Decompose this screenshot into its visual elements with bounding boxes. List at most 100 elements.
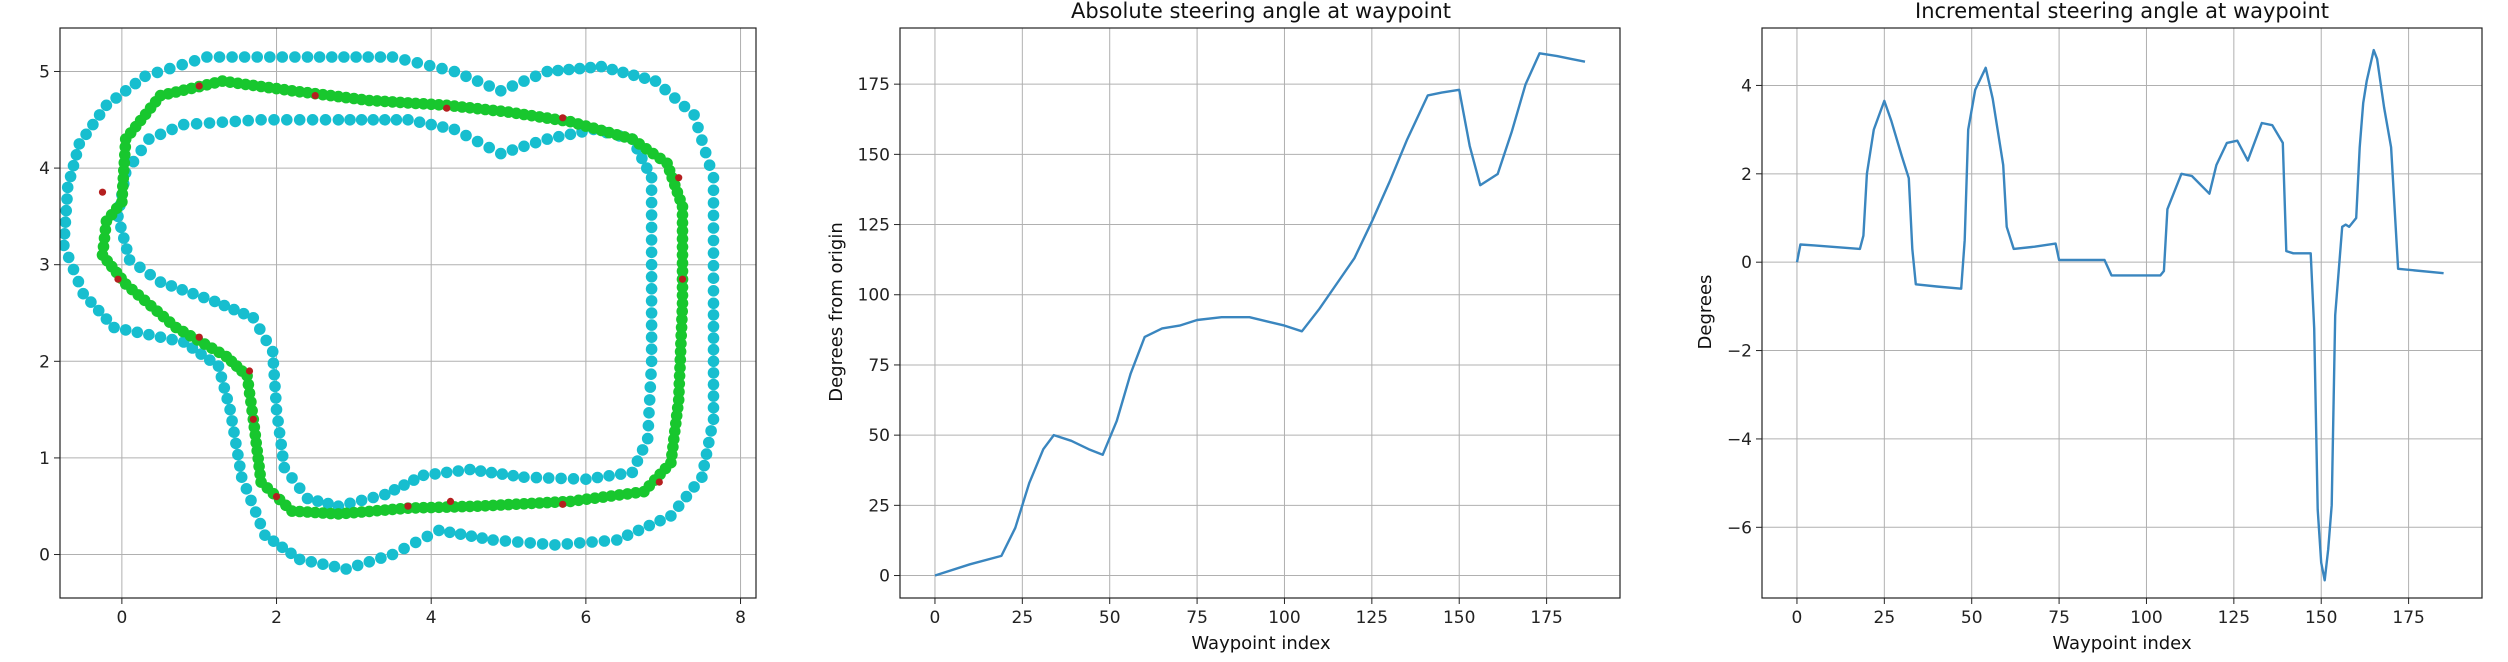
outer-border-point xyxy=(707,343,720,356)
y-tick-label: 150 xyxy=(858,145,890,165)
x-tick-label: 6 xyxy=(580,608,591,628)
inner-border-point xyxy=(645,221,658,234)
waypoint-marker xyxy=(195,333,203,341)
outer-border-point xyxy=(386,51,399,63)
inner-border-point xyxy=(631,455,644,467)
inner-border-point xyxy=(506,144,519,156)
outer-border-point xyxy=(707,184,720,197)
inner-border-point xyxy=(379,114,391,126)
outer-border-point xyxy=(375,552,387,564)
y-axis-label: Degrees xyxy=(1695,275,1716,350)
center-line-point xyxy=(245,396,257,408)
outer-border-point xyxy=(707,247,720,259)
outer-border-point xyxy=(61,181,74,194)
outer-border-point xyxy=(707,367,720,379)
outer-border-point xyxy=(573,537,586,549)
series-line xyxy=(934,52,1586,577)
y-tick-label: −2 xyxy=(1727,342,1752,362)
inner-border-point xyxy=(134,261,146,274)
inner-border-point xyxy=(266,345,279,358)
inner-border-point xyxy=(642,419,655,432)
inner-border-point xyxy=(301,492,314,505)
outer-border-point xyxy=(707,171,720,184)
inner-border-point xyxy=(645,283,658,295)
outer-border-point xyxy=(669,92,681,104)
outer-border-point xyxy=(232,448,244,461)
outer-border-point xyxy=(139,70,151,83)
outer-border-point xyxy=(698,459,710,472)
outer-border-point xyxy=(77,287,89,300)
track-points xyxy=(60,51,720,575)
outer-border-point xyxy=(512,536,524,548)
outer-border-point xyxy=(362,51,375,63)
inner-border-point xyxy=(496,468,509,480)
inner-border-point xyxy=(253,323,266,335)
x-axis-label: Waypoint index xyxy=(2052,633,2192,654)
inner-border-point xyxy=(643,394,656,406)
outer-border-point xyxy=(151,66,164,79)
inner-border-point xyxy=(187,287,199,300)
inner-border-point xyxy=(154,128,167,141)
inner-border-point xyxy=(123,254,136,266)
outer-border-point xyxy=(707,259,720,272)
outer-border-point xyxy=(67,159,80,172)
inner-border-point xyxy=(270,392,282,404)
inner-border-point xyxy=(460,129,472,142)
outer-border-point xyxy=(707,297,720,310)
waypoint-marker xyxy=(443,104,451,112)
outer-border-point xyxy=(696,471,708,484)
outer-border-point xyxy=(476,532,489,544)
outer-border-point xyxy=(259,529,271,541)
outer-border-point xyxy=(411,57,424,69)
inner-border-point xyxy=(293,114,306,126)
waypoint-marker xyxy=(272,493,281,501)
outer-border-point xyxy=(707,272,720,285)
outer-border-point xyxy=(707,285,720,297)
outer-border-point xyxy=(688,481,700,493)
gridlines xyxy=(900,28,1620,598)
x-tick-label: 0 xyxy=(1792,608,1803,628)
outer-border-point xyxy=(317,558,329,570)
center-line-point xyxy=(676,209,689,221)
outer-border-point xyxy=(584,61,597,74)
y-tick-label: 0 xyxy=(39,546,50,566)
outer-border-point xyxy=(93,109,106,121)
outer-border-point xyxy=(595,60,608,73)
outer-border-point xyxy=(245,494,257,507)
outer-border-point xyxy=(386,548,399,561)
outer-border-point xyxy=(276,541,289,554)
outer-border-point xyxy=(108,321,120,334)
inner-border-point xyxy=(402,114,414,126)
inner-border-point xyxy=(247,312,260,324)
inner-border-point xyxy=(237,307,250,320)
outer-border-point xyxy=(659,83,671,96)
outer-border-point xyxy=(563,63,575,76)
outer-border-point xyxy=(665,510,677,522)
outer-border-point xyxy=(251,51,263,63)
outer-border-point xyxy=(204,354,216,366)
plot-frame xyxy=(899,27,1621,599)
outer-border-point xyxy=(700,448,713,460)
outer-border-point xyxy=(649,75,662,87)
inner-border-point xyxy=(216,116,229,128)
outer-border-point xyxy=(707,197,720,209)
outer-border-point xyxy=(524,537,536,549)
inner-border-point xyxy=(332,114,345,126)
y-tick-label: 2 xyxy=(39,352,50,372)
inner-border-point xyxy=(203,117,216,129)
y-tick-label: 50 xyxy=(868,426,890,446)
outer-border-point xyxy=(436,62,448,75)
outer-border-point xyxy=(499,535,512,547)
outer-border-point xyxy=(230,437,242,450)
x-tick-label: 4 xyxy=(426,608,437,628)
inner-border-point xyxy=(580,473,592,486)
outer-border-point xyxy=(234,460,246,472)
inner-border-point xyxy=(208,295,221,308)
outer-border-point xyxy=(423,59,436,72)
outer-border-point xyxy=(60,228,71,240)
inner-border-point xyxy=(344,114,356,126)
inner-border-point xyxy=(507,469,519,482)
x-tick-label: 0 xyxy=(116,608,127,628)
outer-border-point xyxy=(549,539,561,551)
